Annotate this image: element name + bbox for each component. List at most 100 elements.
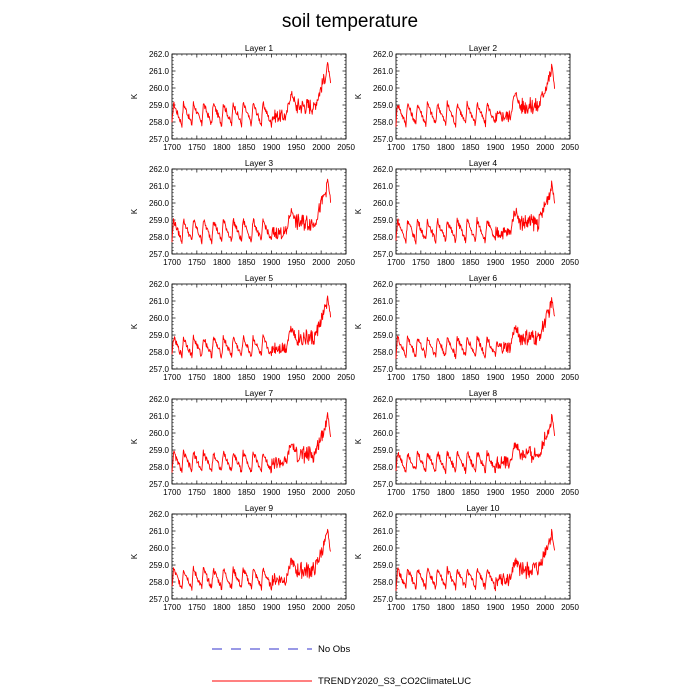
x-tick-label: 1850 [238, 603, 256, 612]
y-tick-label: 257.0 [373, 135, 394, 144]
y-tick-label: 260.0 [373, 544, 394, 553]
y-axis-label: K [130, 208, 139, 214]
x-tick-label: 1700 [387, 258, 405, 267]
x-tick-label: 1800 [213, 143, 231, 152]
y-tick-label: 259.0 [373, 446, 394, 455]
y-tick-label: 260.0 [149, 544, 170, 553]
y-tick-label: 262.0 [373, 50, 394, 59]
y-tick-label: 259.0 [373, 331, 394, 340]
y-tick-label: 258.0 [373, 348, 394, 357]
plot-frame [171, 513, 347, 600]
x-tick-label: 1700 [163, 488, 181, 497]
x-tick-label: 1950 [511, 488, 529, 497]
x-tick-label: 1950 [287, 488, 305, 497]
x-tick-label: 2000 [312, 488, 330, 497]
y-axis-label: K [130, 93, 139, 99]
series-line-trendy [171, 295, 332, 359]
y-tick-label: 260.0 [373, 199, 394, 208]
plot-frame [395, 398, 571, 485]
series-line-trendy [171, 412, 332, 474]
x-tick-label: 2000 [312, 603, 330, 612]
y-tick-label: 261.0 [149, 67, 170, 76]
x-tick-label: 1800 [213, 488, 231, 497]
y-tick-label: 262.0 [149, 395, 170, 404]
plot-frame [395, 513, 571, 600]
panel-layer-8: Layer 8 1700 1750 1800 1850 1900 1950 2000 2050 2… [354, 388, 579, 497]
y-tick-label: 260.0 [149, 314, 170, 323]
x-tick-label: 2050 [561, 373, 579, 382]
y-axis-label: K [130, 438, 139, 444]
x-tick-label: 1800 [213, 603, 231, 612]
series-line-trendy [171, 62, 332, 128]
x-tick-label: 2050 [561, 603, 579, 612]
x-tick-label: 1750 [188, 603, 206, 612]
y-tick-label: 261.0 [149, 527, 170, 536]
x-tick-label: 1700 [387, 373, 405, 382]
y-tick-label: 258.0 [149, 233, 170, 242]
y-tick-label: 262.0 [373, 165, 394, 174]
x-tick-label: 1800 [437, 488, 455, 497]
x-tick-label: 1800 [213, 258, 231, 267]
x-tick-label: 2050 [561, 488, 579, 497]
y-tick-label: 258.0 [149, 348, 170, 357]
x-tick-label: 1800 [437, 143, 455, 152]
x-tick-label: 2050 [561, 258, 579, 267]
y-tick-label: 262.0 [373, 510, 394, 519]
panel-layer-2: Layer 2 1700 1750 1800 1850 1900 1950 2000 2050 2… [354, 43, 579, 152]
y-tick-label: 258.0 [373, 578, 394, 587]
y-tick-label: 262.0 [149, 165, 170, 174]
x-tick-label: 2050 [337, 258, 355, 267]
series-line-trendy [395, 528, 556, 592]
y-tick-label: 257.0 [149, 135, 170, 144]
x-tick-label: 1900 [487, 488, 505, 497]
y-tick-label: 258.0 [373, 463, 394, 472]
y-tick-label: 261.0 [149, 297, 170, 306]
x-tick-label: 1900 [487, 258, 505, 267]
x-tick-label: 1800 [437, 373, 455, 382]
panel-title: Layer 9 [245, 503, 274, 513]
y-tick-label: 260.0 [373, 314, 394, 323]
x-tick-label: 1700 [163, 143, 181, 152]
y-tick-label: 261.0 [373, 412, 394, 421]
x-tick-label: 1850 [238, 258, 256, 267]
x-tick-label: 1900 [263, 603, 281, 612]
x-tick-label: 2050 [337, 488, 355, 497]
x-tick-label: 2050 [337, 373, 355, 382]
plot-frame [395, 53, 571, 140]
plot-frame [171, 168, 347, 255]
panel-layer-10: Layer 10 1700 1750 1800 1850 1900 1950 2000 2050… [354, 503, 579, 612]
x-tick-label: 1950 [511, 143, 529, 152]
y-tick-label: 262.0 [149, 510, 170, 519]
x-tick-label: 1750 [188, 143, 206, 152]
y-tick-label: 257.0 [373, 365, 394, 374]
y-tick-label: 257.0 [373, 480, 394, 489]
y-tick-label: 259.0 [149, 446, 170, 455]
y-tick-label: 259.0 [149, 561, 170, 570]
series-line-trendy [395, 297, 556, 360]
x-tick-label: 2000 [536, 488, 554, 497]
y-tick-label: 259.0 [373, 561, 394, 570]
y-tick-label: 259.0 [149, 331, 170, 340]
y-tick-label: 260.0 [149, 429, 170, 438]
panel-title: Layer 10 [466, 503, 499, 513]
panel-title: Layer 1 [245, 43, 274, 53]
x-tick-label: 2050 [337, 143, 355, 152]
x-tick-label: 1900 [263, 373, 281, 382]
x-tick-label: 2000 [536, 603, 554, 612]
y-tick-label: 257.0 [149, 250, 170, 259]
y-tick-label: 257.0 [149, 365, 170, 374]
plot-frame [171, 283, 347, 370]
series-line-trendy [171, 528, 332, 591]
y-axis-label: K [354, 438, 363, 444]
y-axis-label: K [354, 93, 363, 99]
x-tick-label: 1850 [462, 373, 480, 382]
x-tick-label: 1700 [387, 603, 405, 612]
panel-title: Layer 7 [245, 388, 274, 398]
panel-title: Layer 3 [245, 158, 274, 168]
panel-title: Layer 2 [469, 43, 498, 53]
y-tick-label: 258.0 [149, 578, 170, 587]
x-tick-label: 1950 [287, 258, 305, 267]
x-tick-label: 1850 [238, 373, 256, 382]
x-tick-label: 1750 [412, 258, 430, 267]
